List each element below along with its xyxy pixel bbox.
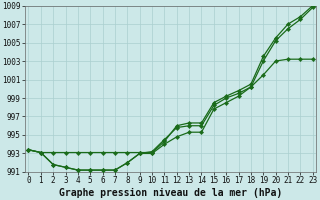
- X-axis label: Graphe pression niveau de la mer (hPa): Graphe pression niveau de la mer (hPa): [59, 188, 282, 198]
